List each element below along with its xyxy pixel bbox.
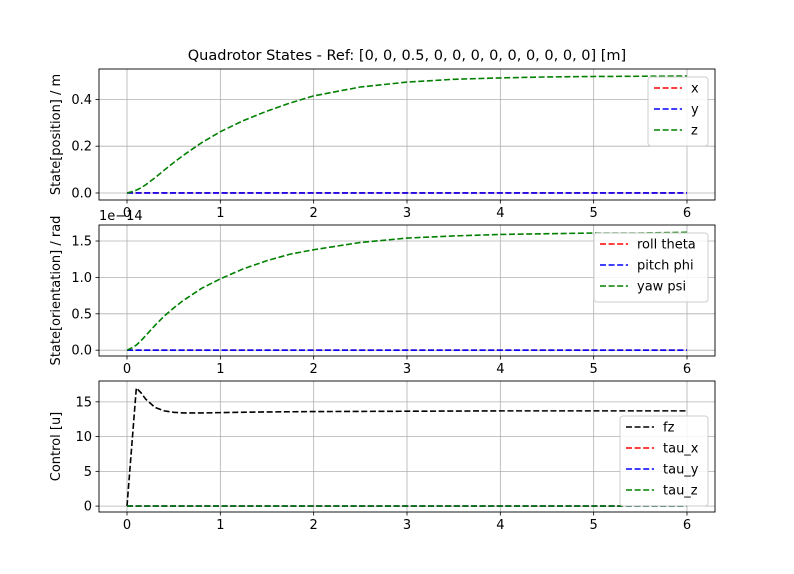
x-tick-label: 4 bbox=[496, 362, 504, 377]
x-tick-label: 5 bbox=[590, 518, 598, 533]
x-tick-label: 1 bbox=[216, 362, 224, 377]
legend: fz tau_x tau_y tau_z bbox=[619, 415, 709, 507]
series-line-fz bbox=[126, 386, 687, 507]
y-tick-label: 10 bbox=[75, 430, 92, 445]
legend-label: tau_y bbox=[663, 463, 699, 478]
legend-label: tau_x bbox=[663, 442, 699, 457]
x-tick-label: 6 bbox=[683, 362, 691, 377]
legend-label: x bbox=[691, 82, 699, 97]
y-tick-label: 15 bbox=[75, 395, 92, 410]
legend-box bbox=[619, 415, 709, 507]
y-axis-label: State[position] / m bbox=[49, 74, 64, 195]
y-tick-label: 5 bbox=[84, 465, 92, 480]
legend-label: yaw psi bbox=[637, 280, 686, 295]
chart-title: Quadrotor States - Ref: [0, 0, 0.5, 0, 0… bbox=[188, 48, 626, 64]
x-tick-label: 4 bbox=[496, 206, 504, 221]
legend-label: z bbox=[691, 124, 698, 139]
axes-frame bbox=[98, 68, 716, 201]
series-line-yaw-psi bbox=[126, 231, 688, 351]
y-tick-label: 0.0 bbox=[71, 186, 92, 201]
x-tick-label: 3 bbox=[403, 362, 411, 377]
y-tick-label: 1.5 bbox=[71, 235, 92, 250]
legend-label: y bbox=[691, 103, 699, 118]
x-tick-label: 2 bbox=[310, 206, 318, 221]
x-tick-label: 5 bbox=[590, 206, 598, 221]
x-tick-label: 0 bbox=[123, 206, 131, 221]
x-tick-label: 5 bbox=[590, 362, 598, 377]
subplot-1: 0 1 2 3 4 5 6 0.0 0.2 0.4 State[position] / m xyz bbox=[49, 68, 716, 221]
y-axis-label: State[orientation] / rad bbox=[49, 216, 64, 366]
legend: roll theta pitch phi yaw psi bbox=[593, 232, 709, 303]
legend-label: fz bbox=[663, 421, 675, 436]
x-tick-label: 1 bbox=[216, 206, 224, 221]
x-tick-label: 6 bbox=[683, 206, 691, 221]
offset-text: 1e−14 bbox=[99, 209, 143, 224]
x-tick-label: 3 bbox=[403, 206, 411, 221]
legend-label: pitch phi bbox=[637, 259, 694, 274]
x-tick-label: 3 bbox=[403, 518, 411, 533]
y-tick-label: 0.4 bbox=[71, 93, 92, 108]
x-tick-label: 4 bbox=[496, 518, 504, 533]
legend-label: roll theta bbox=[637, 238, 696, 253]
legend-box bbox=[593, 232, 709, 303]
x-tick-label: 2 bbox=[310, 518, 318, 533]
x-tick-label: 0 bbox=[123, 362, 131, 377]
legend-label: tau_z bbox=[663, 484, 698, 499]
x-tick-label: 2 bbox=[310, 362, 318, 377]
y-tick-label: 0.0 bbox=[71, 344, 92, 359]
series-line-z bbox=[126, 75, 688, 194]
y-tick-label: 0 bbox=[84, 500, 92, 515]
x-tick-label: 1 bbox=[216, 518, 224, 533]
x-tick-label: 0 bbox=[123, 518, 131, 533]
legend-box bbox=[647, 76, 709, 147]
legend: xyz bbox=[647, 76, 709, 147]
subplot-3: 0 1 2 3 4 5 6 0 5 10 15 Control [u] fz tau_x tau_y tau_… bbox=[49, 380, 716, 533]
y-tick-label: 0.2 bbox=[71, 140, 92, 155]
x-tick-label: 6 bbox=[683, 518, 691, 533]
y-tick-label: 0.5 bbox=[71, 307, 92, 322]
y-tick-label: 1.0 bbox=[71, 271, 92, 286]
axes-frame bbox=[98, 380, 716, 513]
axes-frame bbox=[98, 224, 716, 357]
y-axis-label: Control [u] bbox=[49, 412, 64, 482]
subplot-2: 0 1 2 3 4 5 6 0.0 0.5 1.0 1.5 State[orientation] / … bbox=[49, 209, 716, 377]
